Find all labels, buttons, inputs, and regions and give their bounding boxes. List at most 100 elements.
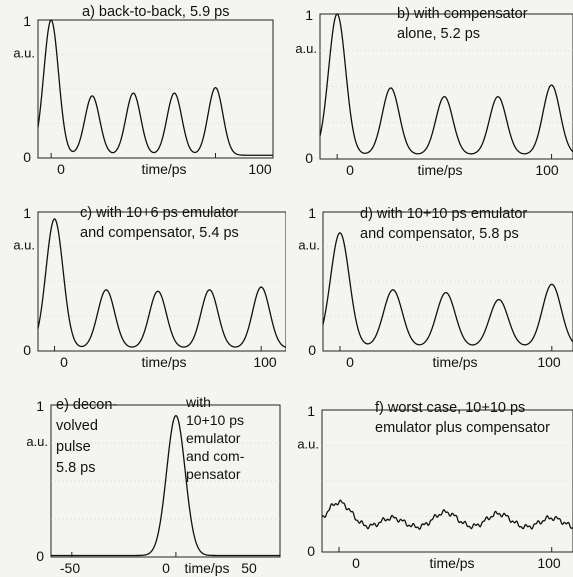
panel-c: 0 1 a.u. 0 100 time/ps c) with 10+6 ps emulato… — [0, 192, 286, 384]
chart-svg-d: 0 1 a.u. 0 100 time/ps d) with 10+10 ps emulat… — [298, 205, 573, 370]
panel-b: 0 1 a.u. 0 100 time/ps b) with compensator alon… — [287, 0, 573, 192]
peak-point — [92, 95, 93, 96]
x-axis-label: time/ps — [184, 560, 229, 576]
x-tick-label: 0 — [162, 560, 170, 576]
panel-label: b) with compensator — [397, 6, 528, 22]
peak-point — [209, 289, 210, 290]
trace-line-b — [319, 13, 573, 155]
y-tick-label: 0 — [23, 342, 31, 358]
x-tick-label: 100 — [248, 161, 272, 177]
x-axis-label: time/ps — [141, 161, 186, 177]
peak-point — [551, 517, 552, 518]
y-tick-label: 0 — [36, 548, 44, 564]
y-axis-label: a.u. — [26, 434, 48, 449]
peak-point — [392, 517, 393, 518]
trace-line-a — [37, 19, 273, 156]
panel-annotation: 10+10 ps — [186, 412, 244, 428]
x-axis-label: time/ps — [141, 354, 186, 370]
panel-f: 0 1 a.u. 0 100 time/ps f) worst case, 10+10 ps… — [287, 384, 573, 576]
x-axis-label: time/ps — [417, 162, 462, 178]
x-tick-label: 100 — [535, 162, 559, 178]
y-axis-label: a.u. — [295, 41, 317, 56]
peak-point — [215, 87, 216, 88]
panel-label: 5.8 ps — [56, 460, 96, 476]
y-tick-label: 0 — [23, 149, 31, 165]
peak-point — [444, 96, 445, 97]
panel-label: a) back-to-back, 5.9 ps — [82, 4, 230, 20]
panel-annotation: pensator — [186, 466, 241, 482]
peak-point — [339, 502, 340, 503]
peak-point — [261, 287, 262, 288]
y-tick-label: 1 — [305, 7, 313, 23]
panel-label: and compensator, 5.8 ps — [360, 226, 519, 242]
x-tick-label: 0 — [57, 161, 65, 177]
panel-label: d) with 10+10 ps emulator — [360, 206, 527, 222]
trace-line-d — [322, 232, 573, 346]
y-tick-label: 1 — [23, 205, 31, 221]
x-tick-label: 0 — [346, 354, 354, 370]
peak-point — [497, 96, 498, 97]
peak-point — [445, 512, 446, 513]
chart-svg-b: 0 1 a.u. 0 100 time/ps b) with compensator alon… — [295, 6, 573, 178]
panel-annotation: with — [185, 394, 211, 410]
peak-point — [551, 284, 552, 285]
y-tick-label: 0 — [305, 150, 313, 166]
peak-point — [337, 14, 338, 15]
panel-annotation: and com- — [186, 448, 245, 464]
x-tick-label: 0 — [352, 555, 360, 571]
peak-point — [106, 289, 107, 290]
x-axis-label: time/ps — [429, 555, 474, 571]
peak-point — [339, 232, 340, 233]
peak-point — [157, 291, 158, 292]
y-axis-label: a.u. — [298, 238, 320, 253]
panel-e: 0 1 a.u. -50 0 50 time/ps e) decon-volved pulse 5… — [0, 384, 286, 576]
peak-point — [445, 292, 446, 293]
trace-line-e — [51, 414, 280, 557]
panel-label: and compensator, 5.4 ps — [80, 225, 239, 241]
y-axis-label: a.u. — [13, 45, 35, 60]
peak-point — [51, 20, 52, 21]
y-tick-label: 1 — [308, 205, 316, 221]
panel-label: volved — [56, 418, 98, 434]
trace-line-f — [321, 499, 573, 530]
y-tick-label: 1 — [307, 403, 315, 419]
y-axis-label: a.u. — [13, 238, 35, 253]
peak-point — [498, 513, 499, 514]
x-tick-label: 0 — [60, 354, 68, 370]
trace-line-c — [37, 218, 286, 348]
panel-annotation: emulator — [186, 430, 241, 446]
y-tick-label: 0 — [307, 543, 315, 559]
plot-frame — [37, 19, 274, 159]
peak-point — [133, 93, 134, 94]
chart-svg-f: 0 1 a.u. 0 100 time/ps f) worst case, 10+10 ps… — [297, 400, 573, 571]
peak-point — [498, 299, 499, 300]
panel-label: alone, 5.2 ps — [397, 26, 480, 42]
x-tick-label: 50 — [241, 560, 257, 576]
y-axis-label: a.u. — [297, 436, 319, 451]
peak-point — [54, 218, 55, 219]
panel-label: pulse — [56, 439, 91, 455]
chart-svg-c: 0 1 a.u. 0 100 time/ps c) with 10+6 ps emulato… — [13, 205, 286, 370]
panel-d: 0 1 a.u. 0 100 time/ps d) with 10+10 ps emulat… — [287, 192, 573, 384]
panel-label: emulator plus compensator — [375, 420, 550, 436]
panel-label: e) decon- — [56, 397, 117, 413]
panel-label: f) worst case, 10+10 ps — [375, 400, 525, 416]
x-axis-label: time/ps — [432, 354, 477, 370]
peak-point — [174, 93, 175, 94]
peak-point — [175, 415, 176, 416]
x-tick-label: 100 — [537, 354, 561, 370]
peak-point — [390, 87, 391, 88]
y-tick-label: 1 — [36, 398, 44, 414]
chart-svg-a: 0 1 a.u. 0 100 time/ps a) back-to-back, 5.9 ps — [13, 4, 274, 177]
x-tick-label: 0 — [346, 162, 354, 178]
panel-label: c) with 10+6 ps emulator — [80, 205, 239, 221]
y-tick-label: 1 — [23, 13, 31, 29]
panel-a: 0 1 a.u. 0 100 time/ps a) back-to-back, 5.9 ps — [0, 0, 286, 192]
peak-point — [392, 289, 393, 290]
y-tick-label: 0 — [308, 342, 316, 358]
chart-svg-e: 0 1 a.u. -50 0 50 time/ps e) decon-volved pulse 5… — [26, 394, 281, 576]
x-tick-label: -50 — [60, 560, 80, 576]
x-tick-label: 100 — [537, 555, 561, 571]
x-tick-label: 100 — [253, 354, 277, 370]
